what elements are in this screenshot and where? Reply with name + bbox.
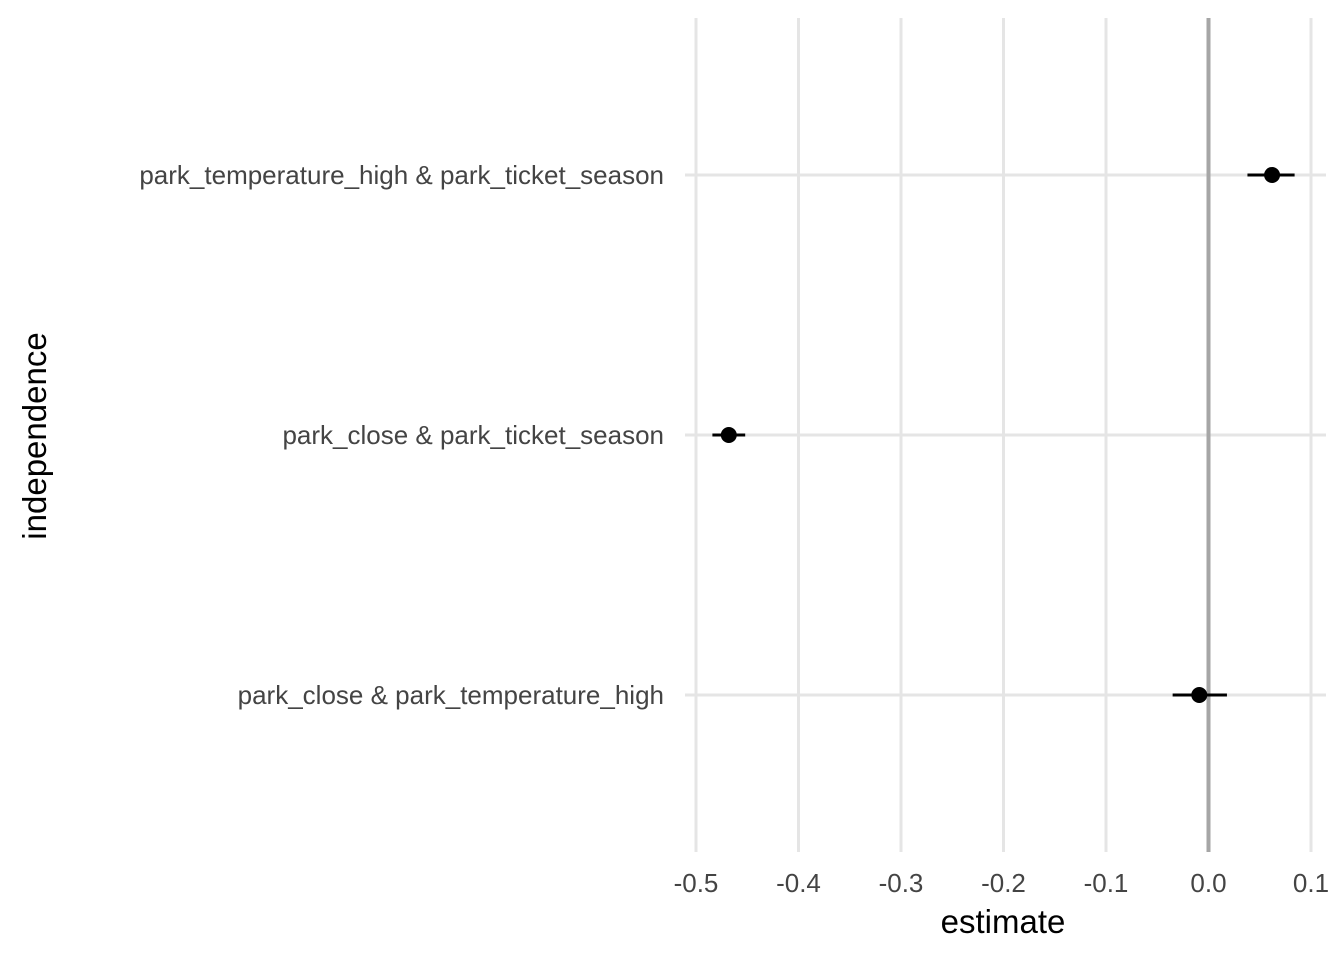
x-axis-tick-labels: -0.5 -0.4 -0.3 -0.2 -0.1 0.0 0.1 xyxy=(674,868,1329,898)
x-tick-label: 0.0 xyxy=(1190,868,1226,898)
y-axis-title: independence xyxy=(16,332,53,539)
y-gridlines xyxy=(685,173,1326,697)
x-tick-label: -0.5 xyxy=(674,868,719,898)
x-tick-label: -0.1 xyxy=(1084,868,1129,898)
x-tick-label: -0.2 xyxy=(981,868,1026,898)
x-tick-label: 0.1 xyxy=(1293,868,1329,898)
x-tick-label: -0.3 xyxy=(879,868,924,898)
y-tick-label: park_close & park_ticket_season xyxy=(282,420,664,450)
y-tick-label: park_close & park_temperature_high xyxy=(238,680,664,710)
x-axis-title: estimate xyxy=(941,903,1066,940)
x-tick-label: -0.4 xyxy=(776,868,821,898)
estimate-point xyxy=(720,427,737,443)
estimate-point xyxy=(1191,687,1208,703)
estimates xyxy=(712,167,1295,703)
y-tick-label: park_temperature_high & park_ticket_seas… xyxy=(139,160,664,190)
estimate-point xyxy=(1264,167,1281,183)
y-axis-tick-labels: park_temperature_high & park_ticket_seas… xyxy=(139,160,664,710)
